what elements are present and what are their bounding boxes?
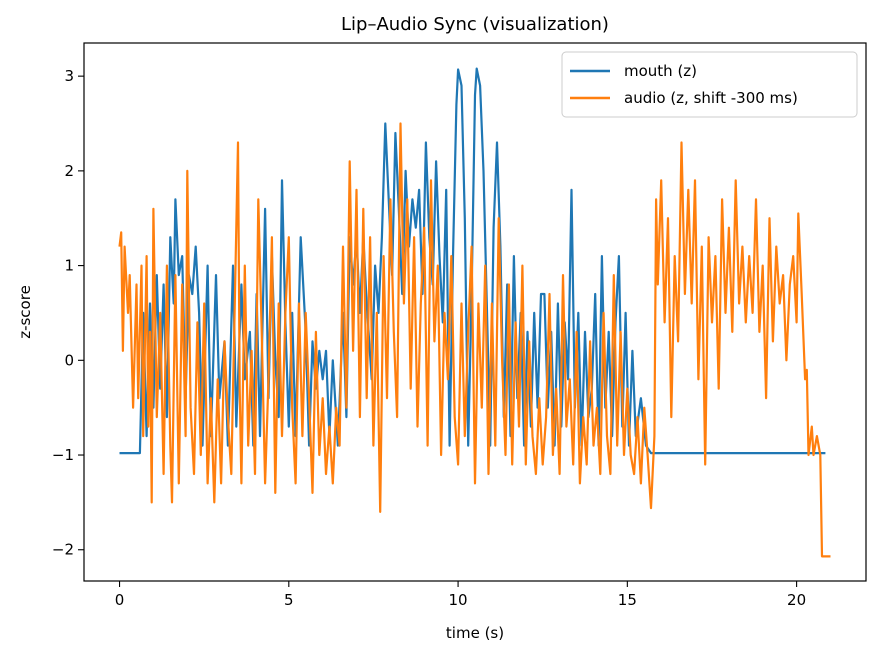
x-tick-label: 15 [618, 591, 637, 609]
series-layer [118, 67, 831, 558]
legend-box [561, 51, 858, 118]
x-tick-label: 5 [284, 591, 294, 609]
legend-label-audio: audio (z, shift -300 ms) [624, 89, 798, 107]
x-tick-label: 10 [449, 591, 468, 609]
y-tick-label: −2 [52, 541, 74, 559]
legend-label-mouth: mouth (z) [624, 62, 697, 80]
y-tick-label: −1 [52, 446, 74, 464]
x-axis: 0 5 10 15 20 [115, 581, 806, 609]
x-tick-label: 0 [115, 591, 125, 609]
y-tick-label: 0 [64, 351, 74, 369]
y-axis: 3 2 1 0 −1 −2 [52, 67, 84, 559]
plot-frame [83, 42, 867, 582]
x-tick-label: 20 [787, 591, 806, 609]
series-line-audio [118, 122, 831, 558]
x-axis-title: time (s) [446, 624, 504, 642]
y-tick-label: 2 [64, 162, 74, 180]
y-tick-label: 3 [64, 67, 74, 85]
chart-title: Lip–Audio Sync (visualization) [341, 14, 609, 35]
legend: mouth (z) audio (z, shift -300 ms) [561, 51, 858, 118]
y-tick-label: 1 [64, 257, 74, 275]
y-axis-title: z-score [16, 285, 34, 339]
series-line-mouth [119, 67, 826, 455]
